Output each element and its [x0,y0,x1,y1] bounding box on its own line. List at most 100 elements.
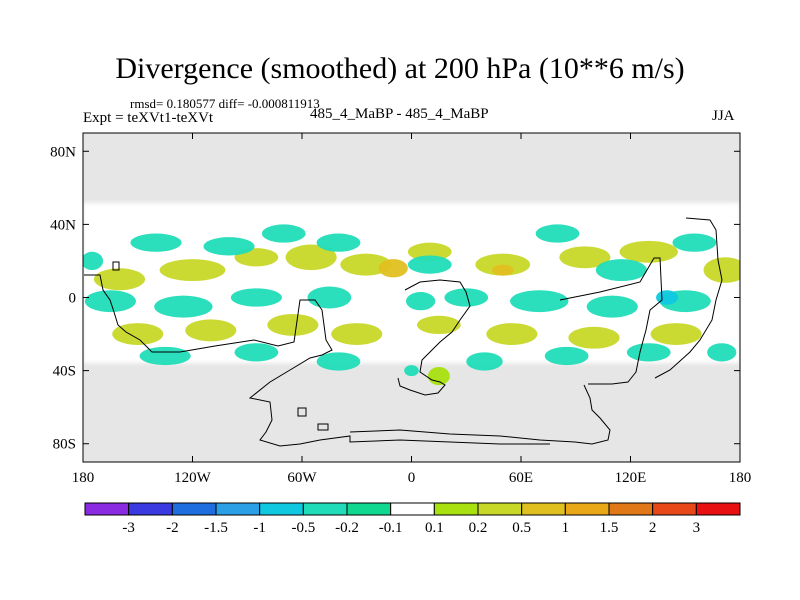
field-contour-24 [307,286,352,309]
colorbar-label-3: -1 [253,520,266,536]
field-contour-8 [491,264,514,276]
field-contour-40 [234,343,279,362]
y-tick-label-4: 80S [53,437,76,453]
field-contour-47 [404,365,419,377]
colorbar-label-13: 3 [693,520,701,536]
x-tick-label-2: 60W [287,470,317,486]
colorbar-swatch-0 [84,502,130,516]
experiment-label: Expt = teXVt1-teXVt [83,110,214,126]
field-contour-22 [154,295,213,318]
y-tick-label-1: 40N [50,217,76,233]
x-tick-label-4: 60E [509,470,533,486]
colorbar-swatch-1 [128,502,173,516]
field-contour-6 [407,242,452,261]
island-outline-1 [297,407,307,417]
colorbar-swatch-8 [433,502,479,516]
colorbar-label-0: -3 [122,520,135,536]
colorbar-swatch-5 [302,502,348,516]
coastlines [84,217,723,447]
field-contour-27 [510,290,569,313]
field-contour-15 [316,233,361,252]
field-contour-4 [340,253,392,276]
colorbar-swatch-2 [171,502,217,516]
y-tick-label-3: 40S [53,364,76,380]
x-tick-label-5: 120E [615,470,647,486]
colorbar-label-5: -0.2 [335,520,359,536]
colorbar-swatch-12 [608,502,654,516]
x-tick-label-0: 180 [72,470,95,486]
colorbar-swatch-9 [477,502,523,516]
field-contour-43 [544,346,589,366]
field-contour-20 [83,251,104,271]
season-label: JJA [712,108,735,124]
tropical-band [83,203,740,363]
africa-coastline [397,279,471,396]
colorbar-swatch-3 [215,502,261,516]
colorbar-label-11: 1.5 [600,520,619,536]
field-contour-17 [535,224,580,243]
field-contour-28 [586,295,638,318]
field-contour-35 [416,315,461,335]
field-contour-5 [378,259,408,278]
colorbar-swatch-10 [521,502,566,516]
x-tick-label-3: 0 [408,470,416,486]
colorbar-swatch-11 [564,502,610,516]
field-contour-19 [672,233,717,252]
colorbar-label-7: 0.1 [425,520,444,536]
chart-title: Divergence (smoothed) at 200 hPa (10**6 … [115,52,685,85]
island-outline-3 [112,261,120,271]
field-contour-9 [559,246,611,269]
x-tick-label-6: 180 [729,470,752,486]
field-contour-44 [626,343,671,362]
field-contour-32 [185,319,237,342]
colorbar-label-2: -1.5 [204,520,228,536]
field-contour-38 [650,323,702,346]
field-contour-13 [203,237,255,256]
field-contour-39 [139,346,191,366]
colorbar-swatch-14 [695,502,741,516]
colorbar-label-4: -0.5 [291,520,315,536]
field-contour-25 [406,292,436,311]
island-outline-2 [317,423,329,431]
field-contour-46 [427,366,450,386]
field-contour-14 [261,224,306,243]
run-comparison-label: 485_4_MaBP - 485_4_MaBP [310,106,489,122]
americas-coastline [84,274,333,447]
colorbar-label-10: 1 [562,520,570,536]
field-contour-36 [486,323,538,346]
colorbar-swatch-4 [259,502,304,516]
field-contour-10 [619,240,678,263]
rmsd-diff-stats: rmsd= 0.180577 diff= -0.000811913 [130,96,320,111]
colorbar-label-9: 0.5 [512,520,531,536]
field-contour-37 [568,326,620,349]
colorbar-label-8: 0.2 [469,520,488,536]
colorbar: -3 -2 -1.5 -1 -0.5 -0.2 -0.1 0.1 0.2 0.5 1 1.5 2 3 [84,502,741,536]
colorbar-swatch-13 [652,502,697,516]
field-contour-0 [93,268,146,291]
colorbar-swatch-6 [346,502,392,516]
y-tick-label-0: 80N [50,144,76,160]
field-contour-12 [130,233,182,252]
field-contour-31 [112,323,164,346]
field-contour-26 [444,288,489,307]
field-contour-45 [707,343,737,362]
field-contour-7 [475,253,531,276]
field-contour-23 [230,288,282,307]
colorbar-label-6: -0.1 [379,520,403,536]
field-contour-16 [407,255,452,274]
y-tick-label-2: 0 [69,291,77,307]
colorbar-swatch-7 [390,502,435,516]
x-tick-label-1: 120W [174,470,212,486]
field-contour-1 [159,259,226,282]
colorbar-label-12: 2 [649,520,657,536]
field-contour-3 [285,244,337,271]
colorbar-label-1: -2 [166,520,179,536]
asia-coastline [559,257,663,385]
axes: 180 120W 60W 0 60E 120E 180 80N 40N 0 40S 80S [50,133,751,486]
field-contour-41 [316,352,361,371]
divergence-field [83,203,740,386]
field-contour-18 [595,259,647,282]
field-contour-42 [466,352,503,371]
field-contour-34 [331,323,383,346]
